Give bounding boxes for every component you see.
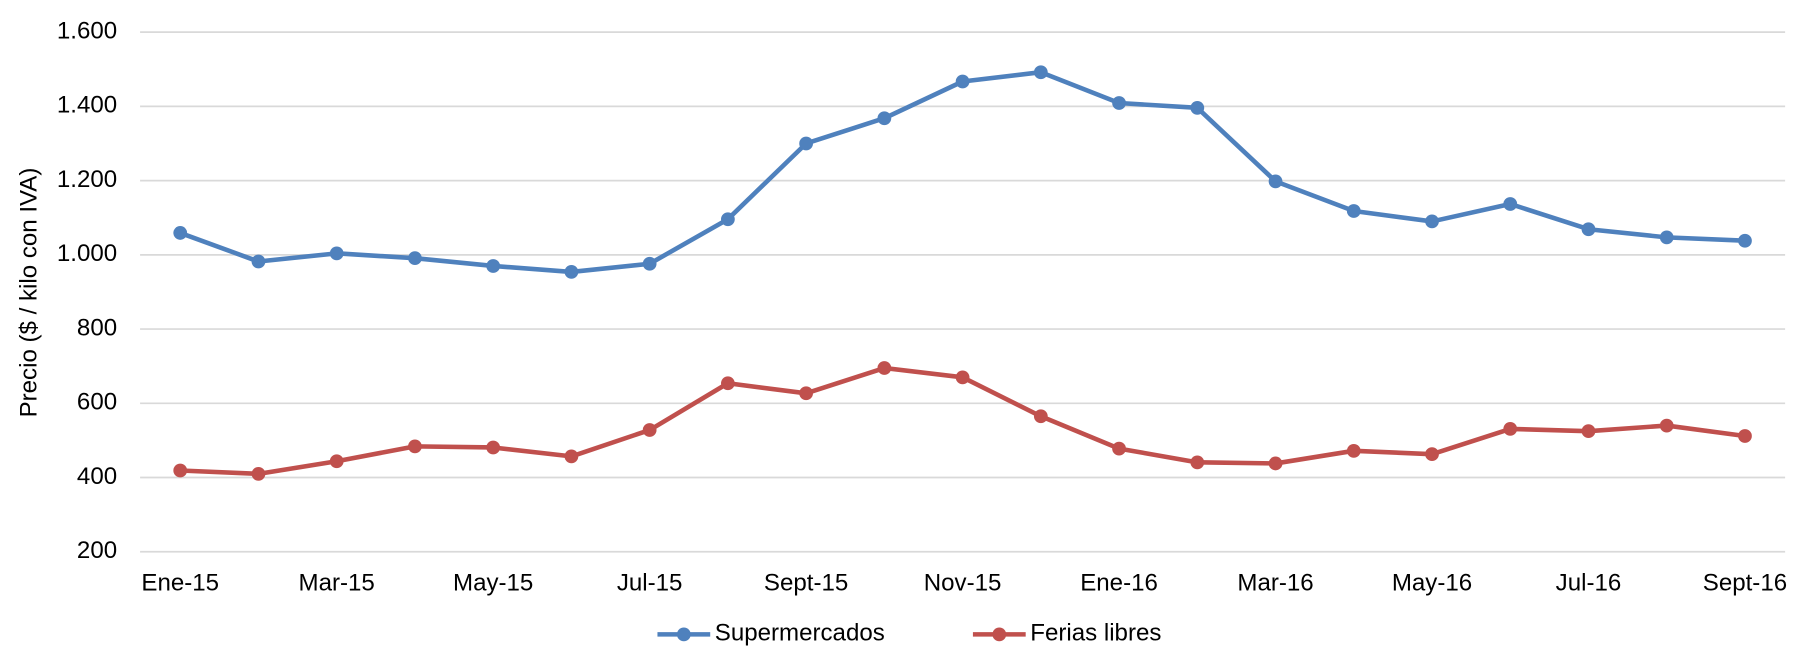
x-tick-label: Mar-16 [1237,569,1313,596]
data-point [1581,424,1596,439]
data-point [1738,429,1752,443]
data-point [877,111,892,126]
data-point [329,454,344,469]
data-point [642,256,657,271]
x-tick-label: Jul-15 [617,569,683,596]
legend-label: Supermercados [715,620,885,647]
data-point [486,259,501,273]
series-line [179,69,1746,275]
y-tick-label: 1.000 [57,240,117,267]
legend-marker [676,627,691,642]
data-point [408,439,422,454]
data-point [1346,443,1361,458]
y-tick-label: 1.400 [57,92,117,119]
legend-marker [992,627,1007,642]
data-point [877,361,892,375]
data-point [1346,204,1361,218]
data-point [721,376,735,391]
data-point [1190,100,1205,115]
data-point [1112,96,1126,110]
y-tick-label: 200 [77,537,117,564]
data-point [1112,441,1126,456]
x-tick-label: Ene-15 [141,569,219,596]
data-point [799,136,814,151]
data-point [1659,230,1674,245]
data-point [564,265,579,279]
y-tick-label: 1.200 [57,166,117,193]
data-point [1425,214,1439,229]
x-tick-label: Jul-16 [1556,569,1622,596]
data-point [955,370,970,385]
data-point [642,423,657,437]
x-tick-label: May-15 [453,569,533,596]
data-point [1268,456,1283,471]
data-point [1581,222,1596,237]
y-axis-label: Precio ($ / kilo con IVA) [15,168,42,418]
data-point [955,74,970,89]
legend-label: Ferias libres [1030,620,1161,647]
x-tick-label: Mar-15 [299,569,375,596]
x-tick-label: Nov-15 [924,569,1002,596]
data-point [486,440,501,455]
data-point [1738,233,1752,248]
data-point [1268,174,1283,189]
y-tick-label: 400 [77,463,117,490]
data-point [1033,409,1048,424]
data-point [408,251,422,266]
x-tick-label: Sept-15 [764,569,848,596]
data-point [564,449,579,464]
data-point [1425,447,1439,462]
x-tick-label: Sept-16 [1703,569,1787,596]
data-point [329,246,344,261]
data-point [1033,65,1048,80]
data-point [799,386,814,401]
y-tick-label: 800 [77,314,117,341]
data-point [1503,422,1518,436]
x-tick-label: Ene-16 [1080,569,1158,596]
data-point [173,226,188,240]
y-tick-label: 600 [77,389,117,416]
data-point [173,463,188,478]
data-point [1503,197,1518,211]
x-tick-label: May-16 [1392,569,1472,596]
data-point [721,212,735,227]
data-point [251,254,266,269]
y-tick-label: 1.600 [57,17,117,44]
data-point [1190,455,1205,470]
data-point [1659,418,1674,433]
data-point [251,466,266,481]
